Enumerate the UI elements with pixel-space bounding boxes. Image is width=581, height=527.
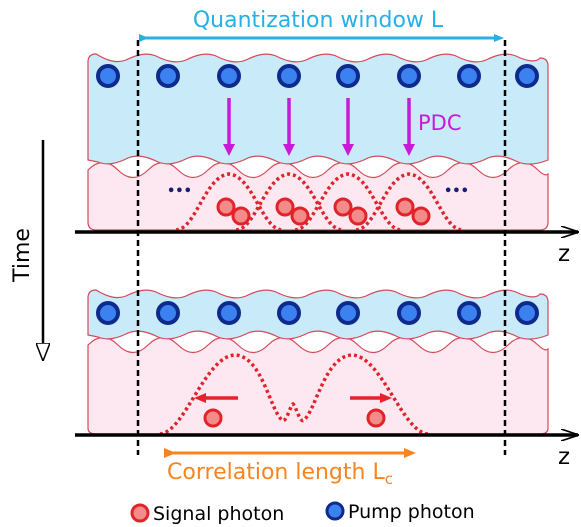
legend-pump-swatch [325,501,345,521]
correlation-label: Correlation length Lc [167,460,393,488]
pump-photon [457,64,481,88]
ellipsis-left: ••• [167,184,192,199]
signal-photon [366,408,386,428]
legend: Signal photon Pump photon [130,501,475,525]
pump-photon [457,301,481,325]
legend-pump-label: Pump photon [348,501,475,523]
signal-photon [395,197,415,217]
top-signal-band [87,161,549,231]
pump-photon [96,301,120,325]
bottom-panel [87,289,549,435]
signal-photon [290,206,310,226]
wave-packet [159,353,429,436]
signal-photon [411,206,431,226]
pump-photon [217,64,241,88]
pump-photon [515,301,539,325]
wave-packet [294,172,402,232]
pdc-label: PDC [418,111,462,135]
signal-photon [231,206,251,226]
bottom-signal-band [87,336,549,435]
signal-photon [348,206,368,226]
top-panel [87,53,549,231]
pdc-arrows [223,98,415,156]
pump-photon [277,64,301,88]
pump-photon [217,301,241,325]
time-label: Time [10,228,35,283]
pump-photon [336,64,360,88]
legend-signal-swatch [130,503,150,523]
signal-photon [203,408,223,428]
pump-photon [156,301,180,325]
pump-photon [96,64,120,88]
correlation-text: Correlation length L [167,460,385,485]
top-pump-band [87,53,549,165]
pump-photon [515,64,539,88]
legend-signal-label: Signal photon [153,503,284,525]
pump-photons-bottom [96,301,539,325]
z-axis-label-top: z [558,241,570,267]
signal-photon [333,197,353,217]
pump-photon [277,301,301,325]
wave-packet [235,172,343,232]
pump-photons-top [96,64,539,88]
window-title: Quantization window L [193,8,444,33]
bottom-signal-photons [203,408,386,428]
z-axis-label-bottom: z [558,444,570,470]
ellipsis-right: ••• [444,184,469,199]
signal-photon [216,197,236,217]
pump-photon [156,64,180,88]
correlation-subscript: c [385,470,393,488]
pump-photon [336,301,360,325]
bottom-pump-band [87,289,549,340]
pump-photon [397,301,421,325]
signal-photon [275,197,295,217]
pump-photon [397,64,421,88]
top-wave-packets [175,172,463,232]
wave-packet [175,172,283,232]
top-signal-photons [216,197,431,226]
wave-packet [355,172,463,232]
bottom-wave-packets [159,353,429,436]
